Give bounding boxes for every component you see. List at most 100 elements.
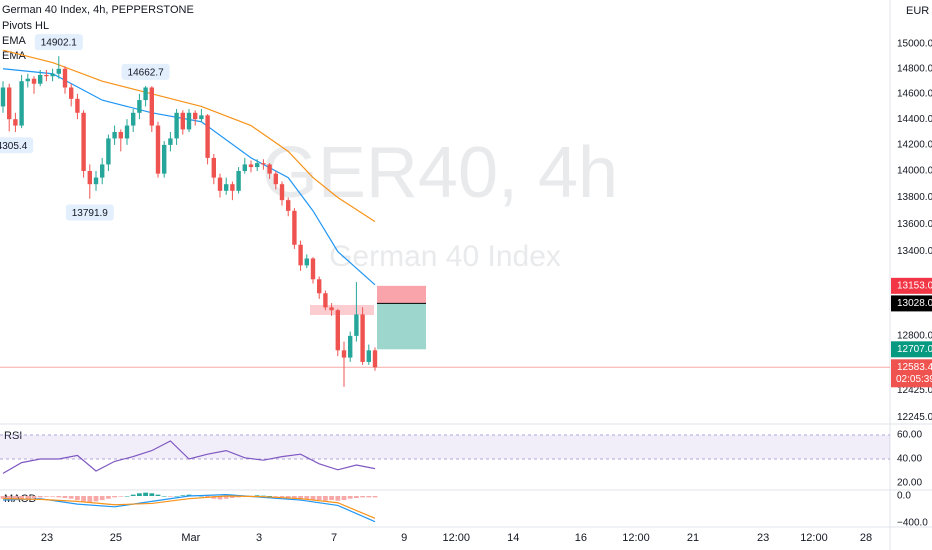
- x-tick-label: 28: [860, 532, 872, 544]
- price-tag: [891, 295, 932, 312]
- price-tag-label: 13153.0: [897, 280, 932, 291]
- macd-bar: [223, 496, 229, 499]
- y-tick-label: 14600.0: [897, 88, 932, 99]
- price-tag: [891, 277, 932, 294]
- y-tick-label: 14800.0: [897, 63, 932, 74]
- macd-bar: [347, 496, 353, 499]
- macd-bar: [341, 496, 347, 501]
- candle-body: [93, 177, 99, 185]
- candle-body: [69, 87, 74, 99]
- macd-bar: [137, 493, 142, 496]
- x-tick-label: 12:00: [622, 532, 650, 544]
- price-tag-label: 12583.4: [897, 362, 932, 373]
- candle-body: [155, 125, 161, 174]
- candle-body: [199, 115, 204, 120]
- macd-bar: [186, 494, 192, 496]
- candle-body: [341, 350, 347, 358]
- macd-bar: [360, 496, 365, 498]
- candle-body: [131, 112, 136, 126]
- chart-title: German 40 Index, 4h, PEPPERSTONE: [2, 4, 194, 16]
- candle-body: [329, 307, 334, 311]
- candle-body: [143, 87, 148, 101]
- x-tick-label: 16: [575, 532, 587, 544]
- pivot-label: 14305.4: [0, 141, 28, 152]
- pane-label: RSI: [4, 430, 22, 442]
- macd-bar: [254, 495, 260, 496]
- macd-bar: [180, 495, 186, 496]
- y-tick-label: 12800.0: [897, 331, 932, 342]
- candle-body: [298, 244, 303, 266]
- candle-body: [100, 164, 105, 178]
- macd-bar: [130, 494, 136, 496]
- candle-body: [7, 87, 12, 120]
- macd-bar: [112, 496, 117, 498]
- macd-bar: [124, 496, 130, 497]
- macd-tick-label: −400.0: [897, 518, 928, 529]
- candle-body: [205, 115, 210, 158]
- macd-tick-label: 0.0: [897, 491, 911, 502]
- candle-body: [50, 73, 55, 77]
- macd-bar: [261, 495, 266, 497]
- ema-slow: [2, 49, 376, 223]
- x-tick-label: 9: [401, 532, 407, 544]
- pivot-label: 14902.1: [41, 38, 78, 49]
- candle-body: [118, 131, 123, 139]
- macd-bar: [44, 496, 49, 497]
- candle-body: [323, 293, 328, 308]
- macd-bar: [267, 496, 272, 497]
- candle-body: [242, 164, 247, 171]
- price-tag-label: 13028.0: [897, 298, 932, 309]
- x-tick-label: 14: [507, 532, 519, 544]
- candle-body: [217, 177, 223, 191]
- candle-body: [230, 184, 235, 191]
- pivot-label: 14662.7: [128, 68, 165, 79]
- x-tick-label: 21: [687, 532, 699, 544]
- candle-body: [273, 173, 278, 185]
- candle-body: [25, 78, 30, 82]
- pivot-label: 13791.9: [72, 208, 109, 219]
- rsi-tick-label: 20.00: [897, 478, 922, 489]
- rsi-tick-label: 40.00: [897, 454, 922, 465]
- macd-bar: [372, 496, 378, 498]
- candle-body: [360, 314, 365, 362]
- macd-bar: [273, 496, 279, 497]
- macd-bar: [354, 496, 359, 499]
- candle-body: [255, 163, 260, 168]
- macd-bar: [155, 494, 161, 496]
- macd-bar: [279, 496, 285, 498]
- macd-bar: [161, 496, 167, 497]
- candle-body: [149, 87, 154, 126]
- watermark-subtitle: German 40 Index: [329, 240, 561, 273]
- ema-fast: [2, 68, 376, 286]
- macd-bar: [292, 496, 297, 499]
- macd-bar: [199, 496, 204, 497]
- pivot-box: [34, 34, 83, 51]
- candle-body: [180, 112, 185, 130]
- macd-bar: [149, 493, 155, 496]
- y-tick-label: 13800.0: [897, 192, 932, 203]
- rsi-tick-label: 60.00: [897, 430, 922, 441]
- watermark: GER40, 4h: [262, 133, 618, 213]
- macd-bar: [0, 496, 6, 499]
- x-tick-label: 23: [41, 532, 53, 544]
- candle-body: [19, 81, 24, 126]
- y-tick-label: 12425.0: [897, 385, 932, 396]
- signal-line: [2, 495, 376, 519]
- candle-body: [317, 279, 322, 294]
- indicator-label: Pivots HL: [2, 20, 49, 32]
- y-tick-label: 13400.0: [897, 246, 932, 257]
- macd-bar: [13, 496, 18, 501]
- macd-bar: [335, 496, 341, 501]
- candle-body: [38, 74, 43, 84]
- indicator-label: EMA: [2, 35, 27, 47]
- candle-body: [286, 200, 291, 211]
- macd-bar: [118, 496, 124, 497]
- macd-bar: [298, 496, 303, 500]
- zone: [310, 305, 374, 315]
- pivot-box: [0, 137, 34, 154]
- macd-bar: [50, 496, 55, 497]
- candle-body: [87, 171, 92, 185]
- macd-line: [2, 494, 376, 523]
